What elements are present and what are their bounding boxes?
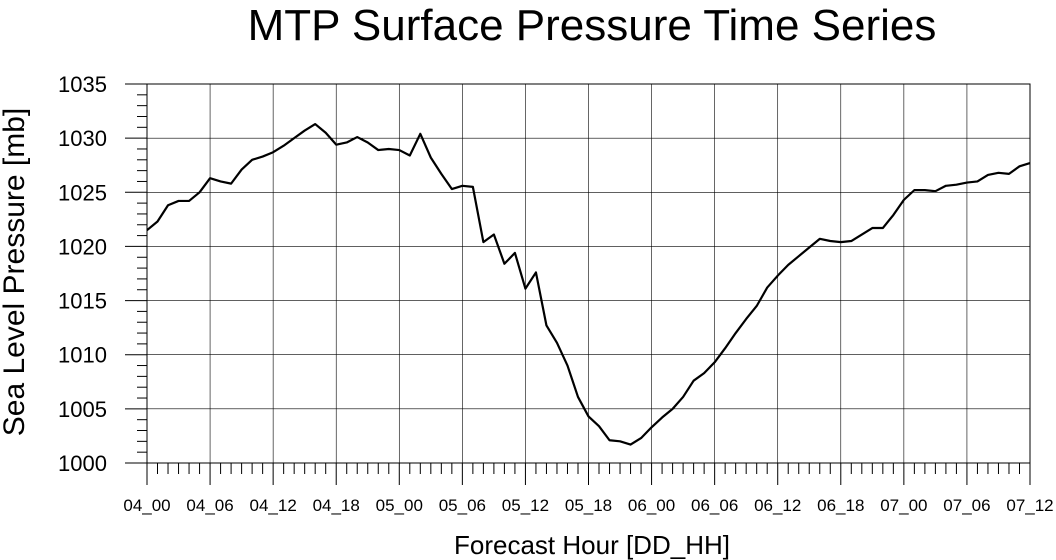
x-axis-title: Forecast Hour [DD_HH] [454, 530, 730, 560]
y-tick-label: 1035 [58, 72, 107, 97]
y-tick-label: 1020 [58, 234, 107, 259]
x-tick-label: 05_06 [439, 496, 486, 515]
x-tick-label: 04_06 [186, 496, 233, 515]
major-ticks [125, 83, 1031, 485]
x-tick-label: 06_12 [754, 496, 801, 515]
chart-title: MTP Surface Pressure Time Series [248, 1, 937, 50]
minor-ticks [137, 94, 1020, 474]
x-tick-label: 04_12 [250, 496, 297, 515]
y-tick-label: 1015 [58, 289, 107, 314]
y-tick-label: 1030 [58, 126, 107, 151]
y-tick-label: 1010 [58, 343, 107, 368]
x-tick-label: 07_06 [943, 496, 990, 515]
x-tick-label: 05_00 [376, 496, 423, 515]
pressure-series-line [146, 122, 1031, 446]
y-axis-title: Sea Level Pressure [mb] [0, 108, 31, 437]
plot-frame [146, 83, 1031, 464]
y-tick-label: 1000 [58, 451, 107, 476]
x-tick-label: 04_00 [123, 496, 170, 515]
x-tick-labels: 04_00 04_06 04_12 04_18 05_00 05_06 05_12 05_18… [123, 496, 1053, 515]
x-tick-label: 06_00 [628, 496, 675, 515]
x-tick-label: 06_06 [691, 496, 738, 515]
y-tick-label: 1025 [58, 180, 107, 205]
grid-lines [147, 84, 1030, 463]
y-tick-labels: 1000 1005 1010 1015 1020 1025 1030 1035 [58, 72, 107, 476]
y-tick-label: 1005 [58, 397, 107, 422]
x-tick-label: 07_00 [880, 496, 927, 515]
x-tick-label: 05_18 [565, 496, 612, 515]
x-tick-label: 04_18 [313, 496, 360, 515]
x-tick-label: 05_12 [502, 496, 549, 515]
x-tick-label: 06_18 [817, 496, 864, 515]
x-tick-label: 07_12 [1006, 496, 1053, 515]
